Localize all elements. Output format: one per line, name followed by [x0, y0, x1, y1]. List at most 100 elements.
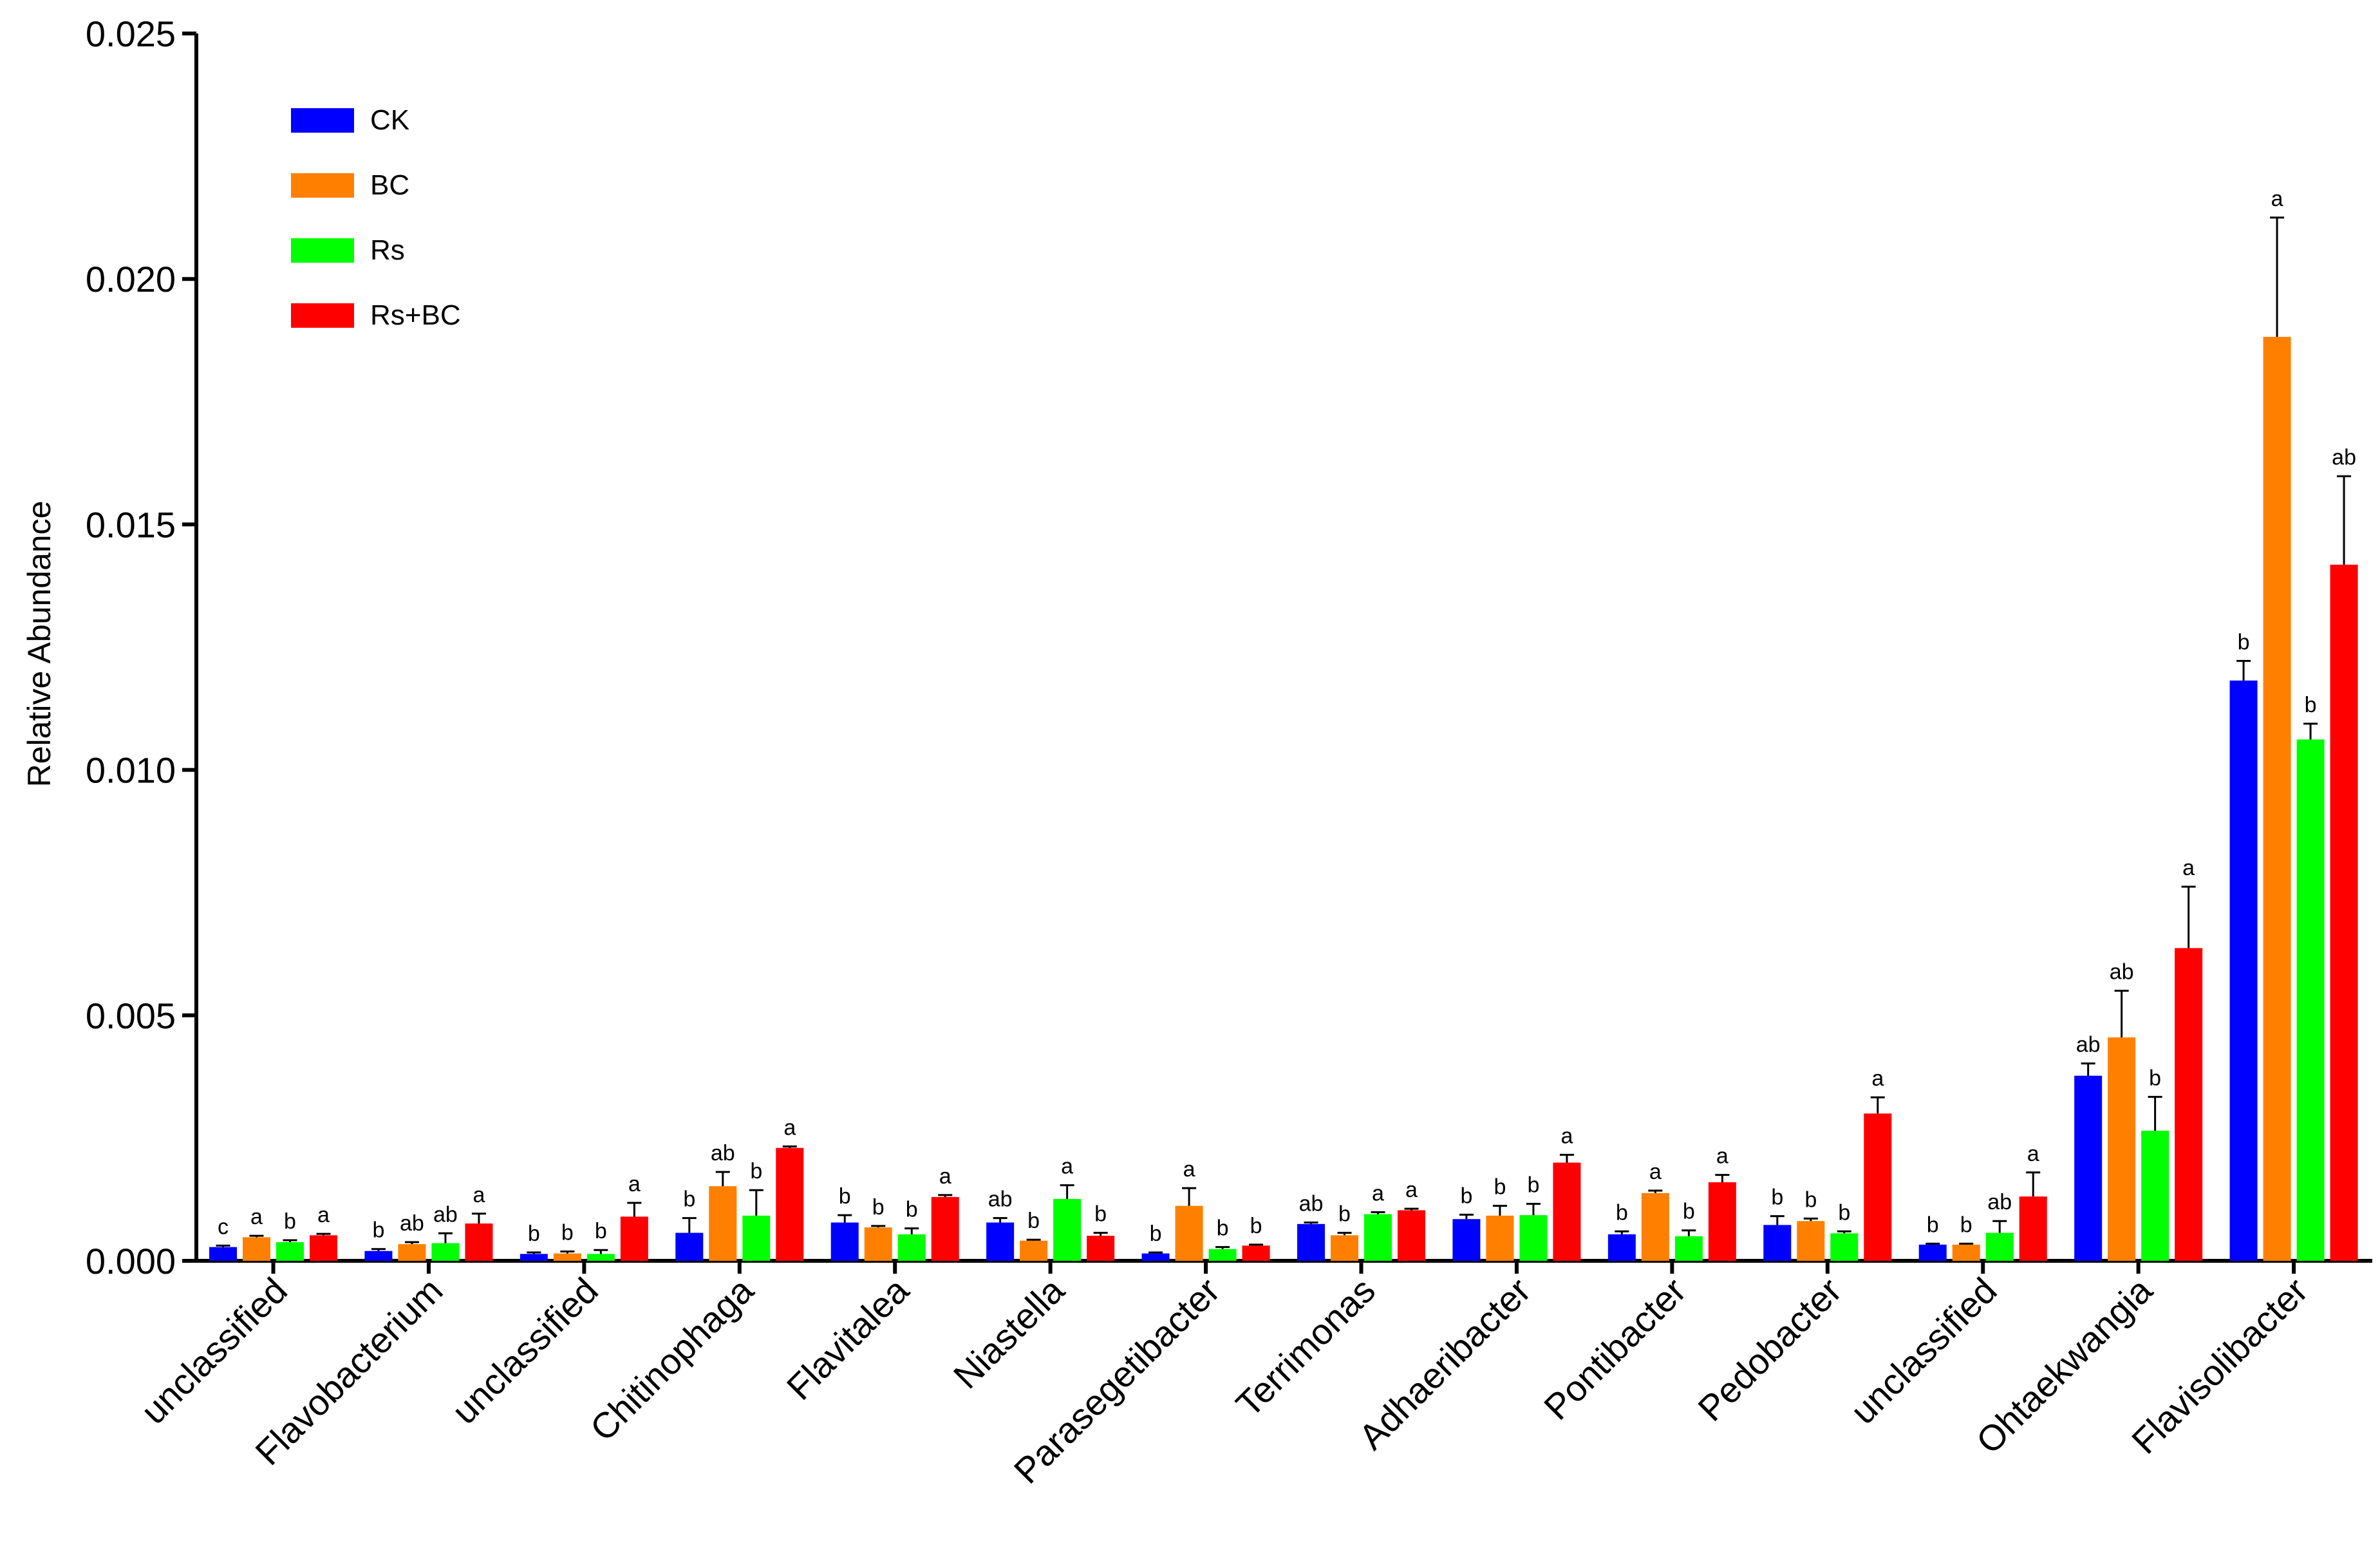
- bar: [620, 1216, 648, 1261]
- bar: [2175, 948, 2203, 1261]
- significance-label: b: [1250, 1214, 1262, 1238]
- bar: [1452, 1219, 1481, 1261]
- legend-label: BC: [370, 169, 409, 201]
- bar: [243, 1237, 270, 1261]
- bar: [986, 1222, 1015, 1261]
- y-axis-title: Relative Abundance: [21, 501, 57, 788]
- significance-label: ab: [2332, 446, 2356, 470]
- bar: [1553, 1162, 1581, 1261]
- bar: [1763, 1225, 1792, 1261]
- legend-label: Rs+BC: [370, 299, 461, 331]
- bar: [276, 1242, 304, 1261]
- bar: [2296, 739, 2325, 1261]
- y-axis: 0.000 0.005 0.010 0.015 0.020 0.025: [86, 14, 198, 1281]
- bar: [931, 1196, 959, 1261]
- bar: [209, 1247, 237, 1261]
- legend: CK BC Rs Rs+BC: [291, 104, 461, 331]
- bar: [2108, 1037, 2136, 1261]
- bar: [1020, 1240, 1048, 1261]
- x-category-label: Pontibacter: [1536, 1270, 1694, 1428]
- bar: [520, 1254, 548, 1261]
- significance-label: a: [1372, 1182, 1384, 1206]
- significance-label: b: [284, 1209, 296, 1234]
- significance-label: a: [1560, 1124, 1573, 1148]
- x-category-label: Pedobacter: [1690, 1270, 1849, 1429]
- bar: [1053, 1198, 1082, 1261]
- bar: [2229, 680, 2258, 1261]
- significance-label: ab: [433, 1202, 458, 1227]
- bar: [1175, 1205, 1203, 1261]
- bar: [742, 1215, 771, 1261]
- x-category-label: unclassified: [444, 1270, 605, 1431]
- y-tick-label: 0.015: [86, 504, 176, 545]
- bar: [864, 1227, 892, 1261]
- significance-label: b: [528, 1222, 540, 1246]
- significance-label: b: [1460, 1184, 1472, 1208]
- significance-label: ab: [400, 1211, 424, 1236]
- y-tick-label: 0.020: [86, 259, 176, 299]
- x-category-label: unclassified: [133, 1270, 295, 1431]
- x-category-label: Niastella: [946, 1269, 1073, 1396]
- significance-label: ab: [988, 1187, 1013, 1212]
- bar: [1708, 1182, 1736, 1261]
- bar: [1674, 1236, 1703, 1261]
- significance-label: b: [906, 1198, 918, 1222]
- significance-label: a: [783, 1115, 796, 1140]
- bar: [465, 1223, 493, 1261]
- significance-label: b: [561, 1221, 574, 1245]
- bar: [1830, 1233, 1859, 1261]
- bar: [776, 1147, 804, 1261]
- significance-label: b: [372, 1218, 384, 1243]
- significance-label: b: [1150, 1222, 1162, 1246]
- bar: [398, 1244, 426, 1261]
- bar: [1208, 1249, 1237, 1261]
- bar: [1641, 1193, 1669, 1261]
- legend-swatch: [291, 238, 354, 263]
- significance-label: b: [1960, 1213, 1972, 1237]
- bar: [1331, 1235, 1358, 1261]
- bar: [1141, 1253, 1170, 1261]
- legend-swatch: [291, 108, 354, 133]
- significance-label: b: [1804, 1187, 1817, 1212]
- bar: [2141, 1130, 2169, 1261]
- significance-label: b: [2305, 693, 2317, 717]
- significance-label: b: [683, 1187, 695, 1212]
- bar: [1087, 1236, 1115, 1261]
- bar: [1364, 1214, 1392, 1261]
- significance-label: b: [595, 1219, 607, 1243]
- bar: [553, 1253, 581, 1261]
- significance-label: a: [2271, 187, 2283, 211]
- significance-label: a: [250, 1205, 263, 1229]
- x-category-label: Flavitalea: [779, 1269, 917, 1408]
- legend-label: CK: [370, 104, 409, 136]
- significance-label: a: [1871, 1066, 1884, 1091]
- significance-label: a: [473, 1183, 485, 1207]
- bar: [1519, 1215, 1548, 1261]
- significance-label: b: [1027, 1209, 1040, 1233]
- significance-label: a: [628, 1172, 641, 1196]
- significance-label: b: [1338, 1202, 1351, 1227]
- significance-label: a: [1716, 1144, 1729, 1169]
- legend-swatch: [291, 303, 354, 328]
- significance-label: ab: [2110, 960, 2134, 985]
- significance-label: b: [1616, 1200, 1628, 1225]
- y-tick-label: 0.025: [86, 14, 176, 54]
- significance-label: a: [1061, 1155, 1073, 1179]
- significance-label: ab: [2076, 1033, 2101, 1057]
- significance-label: c: [218, 1214, 229, 1239]
- significance-label: b: [872, 1195, 885, 1220]
- significance-label: a: [317, 1203, 330, 1227]
- x-category-label: Terrimonas: [1228, 1270, 1383, 1424]
- bar: [586, 1254, 615, 1261]
- bar: [1952, 1244, 1980, 1261]
- bar: [2019, 1196, 2047, 1261]
- x-axis: unclassifiedFlavobacteriumunclassifiedCh…: [133, 1259, 2372, 1491]
- significance-label: b: [2149, 1066, 2161, 1090]
- bar: [675, 1232, 704, 1261]
- significance-label: ab: [1987, 1190, 2012, 1214]
- bar: [1242, 1245, 1270, 1261]
- bar: [310, 1235, 337, 1261]
- significance-label: b: [2238, 630, 2250, 654]
- bar: [1985, 1232, 2014, 1261]
